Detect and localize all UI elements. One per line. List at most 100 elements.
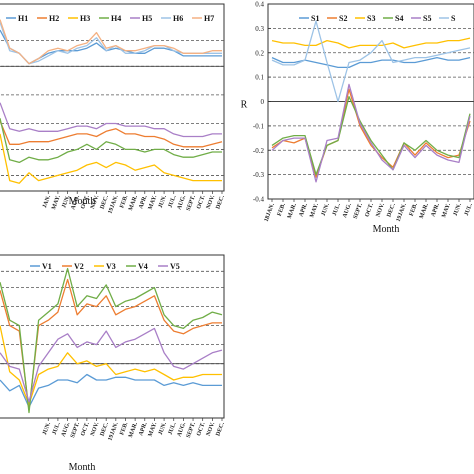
x-tick-label: MAR. xyxy=(287,202,298,219)
x-tick-label: MAY. xyxy=(148,194,159,210)
y-tick-label: -0.2 xyxy=(253,147,265,155)
legend-label-v1: V1 xyxy=(42,262,52,271)
legend-label-h5: H5 xyxy=(142,14,152,23)
x-tick-label: DEC. xyxy=(215,194,226,210)
x-tick-label: JUN. xyxy=(61,194,71,209)
series-line-v4 xyxy=(0,267,223,414)
x-tick-label: MAY. xyxy=(309,202,320,218)
plot-frame xyxy=(0,254,225,419)
series-line-s xyxy=(271,20,471,103)
x-tick-label: APR. xyxy=(431,202,442,218)
series-line-h5 xyxy=(0,102,222,138)
x-tick-label: JUL. xyxy=(464,202,474,217)
legend-label-h6: H6 xyxy=(173,14,183,23)
x-tick-label: DEC. xyxy=(100,421,111,437)
legend-label-h3: H3 xyxy=(80,14,90,23)
x-tick-label: AUG. xyxy=(61,421,72,437)
x-tick-label: JUL. xyxy=(332,202,342,217)
legend-label-v5: V5 xyxy=(170,262,180,271)
x-tick-label: 19JAN. xyxy=(396,202,408,223)
series-line-h4 xyxy=(0,118,222,164)
x-tick-label: APR. xyxy=(138,194,149,210)
x-tick-label: SEPT. xyxy=(353,202,364,220)
x-tick-label: DEC. xyxy=(100,194,111,210)
x-tick-label: MAR. xyxy=(419,202,430,219)
series-line-s3 xyxy=(271,37,471,49)
legend-label-v4: V4 xyxy=(138,262,148,271)
series-line-v3 xyxy=(0,325,222,406)
x-tick-label: OCT. xyxy=(364,202,375,218)
x-tick-label: OCT. xyxy=(196,421,207,437)
y-tick-label: -0.4 xyxy=(253,196,265,204)
x-tick-label: MAY. xyxy=(441,202,452,218)
legend-label-s2: S2 xyxy=(339,14,347,23)
y-tick-label: 0.2 xyxy=(255,49,264,57)
y-tick-label: 0 xyxy=(261,98,265,106)
x-axis-label: Month xyxy=(69,196,96,207)
series-line-s5 xyxy=(271,83,471,183)
x-axis-label: Month xyxy=(69,462,96,473)
legend-label-s3: S3 xyxy=(367,14,375,23)
y-tick-label: 0.4 xyxy=(255,1,264,9)
x-tick-label: FEB. xyxy=(409,202,419,217)
series-line-s1 xyxy=(271,56,471,69)
x-tick-label: JUN. xyxy=(453,202,463,217)
series-line-h6 xyxy=(0,21,222,65)
x-tick-label: DEC. xyxy=(386,202,397,218)
x-tick-label: APR. xyxy=(299,202,310,218)
x-tick-label: MAY. xyxy=(51,194,62,210)
x-tick-label: JUN. xyxy=(158,421,168,436)
x-tick-label: NOV. xyxy=(90,194,101,210)
x-tick-label: APR. xyxy=(138,421,149,437)
x-tick-label: AUG. xyxy=(70,194,81,210)
legend-label-v2: V2 xyxy=(74,262,84,271)
x-tick-label: MAY. xyxy=(148,421,159,437)
legend-label-h4: H4 xyxy=(111,14,121,23)
x-tick-label: AUG. xyxy=(342,202,353,218)
x-tick-label: NOV. xyxy=(206,194,217,210)
legend-label-s4: S4 xyxy=(395,14,403,23)
chart-top-left: JAN.MAY. JUN.AUG. OCT. NOV. DEC.19JAN. FEB.MA… xyxy=(0,3,226,215)
x-tick-label: AUG. xyxy=(177,194,188,210)
legend-label-h7: H7 xyxy=(204,14,214,23)
x-tick-label: AUG. xyxy=(177,421,188,437)
x-tick-label: JUN. xyxy=(158,194,168,209)
x-tick-label: NOV. xyxy=(206,421,217,437)
series-line-h3 xyxy=(0,133,222,184)
legend-label-v3: V3 xyxy=(106,262,116,271)
x-tick-label: JUL. xyxy=(52,421,62,436)
y-tick-label: 0.3 xyxy=(255,25,264,33)
legend-label-h2: H2 xyxy=(49,14,59,23)
legend-label-s1: S1 xyxy=(311,14,319,23)
x-tick-label: JAN. xyxy=(42,194,52,209)
series-line-s2 xyxy=(271,88,471,178)
x-tick-label: JUL. xyxy=(168,421,178,436)
series-line-v5 xyxy=(0,327,223,403)
x-tick-label: DEC. xyxy=(215,421,226,437)
y-tick-label: -0.3 xyxy=(253,171,265,179)
plot-frame xyxy=(0,3,225,192)
x-tick-label: FEB. xyxy=(119,421,129,436)
y-axis-label: R xyxy=(241,100,248,111)
x-tick-label: FEB. xyxy=(119,194,129,209)
legend-label-s: S xyxy=(451,14,456,23)
series-line-s4 xyxy=(271,95,471,176)
x-tick-label: JUN. xyxy=(42,421,52,436)
series-line-h2 xyxy=(0,120,223,148)
x-axis-label: Month xyxy=(373,224,400,235)
x-tick-label: NOV. xyxy=(375,202,386,218)
legend-label-h1: H1 xyxy=(18,14,28,23)
x-tick-label: MAR. xyxy=(128,194,139,211)
x-tick-label: OCT. xyxy=(196,194,207,210)
x-tick-label: SEPT. xyxy=(70,421,81,439)
x-tick-label: NOV. xyxy=(90,421,101,437)
y-tick-label: -0.1 xyxy=(253,122,265,130)
legend-label-s5: S5 xyxy=(423,14,431,23)
x-tick-label: MAR. xyxy=(128,421,139,438)
x-tick-label: SEPT. xyxy=(186,421,197,439)
chart-bottom-left: JUN. JUL.AUG.SEPT. OCT. NOV. DEC.19JAN. FEB.M… xyxy=(0,254,226,473)
x-tick-label: OCT. xyxy=(80,421,91,437)
x-tick-label: JUN. xyxy=(321,202,331,217)
